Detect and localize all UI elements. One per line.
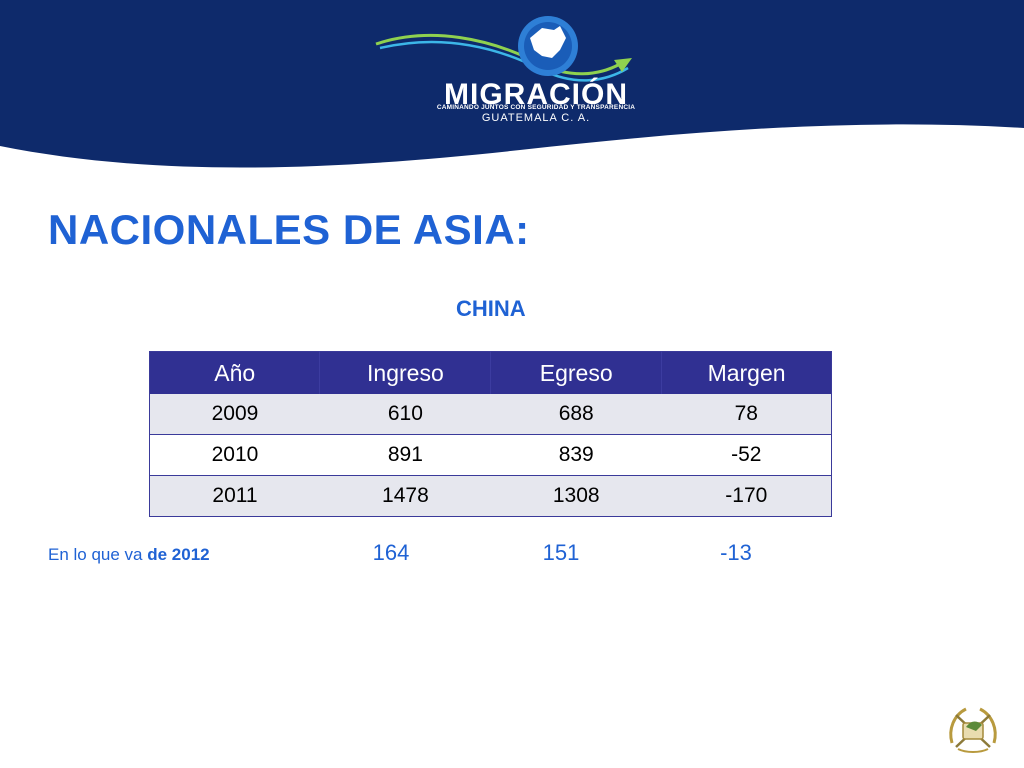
- footnote-margen-value: -13: [720, 540, 752, 565]
- cell-egreso: 1308: [490, 475, 662, 517]
- cell-ingreso: 891: [319, 434, 491, 476]
- header-egreso: Egreso: [490, 351, 662, 394]
- cell-year: 2011: [149, 475, 320, 517]
- page-title: NACIONALES DE ASIA:: [48, 206, 530, 253]
- table-header-row: Año Ingreso Egreso Margen: [149, 351, 832, 394]
- cell-egreso: 839: [490, 434, 662, 476]
- guatemala-map-emblem-icon: [375, 16, 632, 82]
- cell-year: 2009: [149, 394, 320, 435]
- cell-egreso: 688: [490, 394, 662, 435]
- cell-margen: -52: [661, 434, 832, 476]
- table-row: 2009 610 688 78: [149, 394, 832, 435]
- cell-year: 2010: [149, 434, 320, 476]
- cell-ingreso: 1478: [319, 475, 491, 517]
- cell-ingreso: 610: [319, 394, 491, 435]
- cell-margen: -170: [661, 475, 832, 517]
- guatemala-coat-of-arms-icon: [949, 707, 997, 753]
- footnote-ingreso-value: 164: [372, 540, 410, 565]
- footnote-2012: En lo que va de 2012: [48, 545, 210, 565]
- footnote-egreso-value: 151: [542, 540, 580, 565]
- header-ingreso: Ingreso: [319, 351, 491, 394]
- footnote-year: de 2012: [147, 545, 210, 564]
- cell-margen: 78: [661, 394, 832, 435]
- logo-tagline: CAMINANDO JUNTOS CON SEGURIDAD Y TRANSPA…: [436, 104, 636, 111]
- footnote-prefix: En lo que va: [48, 545, 148, 564]
- header-band: [0, 0, 1024, 168]
- migration-table: Año Ingreso Egreso Margen 2009 610 688 7…: [149, 351, 832, 517]
- header-year: Año: [149, 351, 320, 394]
- header-margen: Margen: [661, 351, 832, 394]
- table-subtitle: CHINA: [456, 296, 526, 321]
- table-row: 2011 1478 1308 -170: [149, 475, 832, 517]
- logo-country: GUATEMALA C. A.: [481, 112, 591, 124]
- logo-title: MIGRACIÓN: [444, 78, 628, 111]
- table-row: 2010 891 839 -52: [149, 434, 832, 476]
